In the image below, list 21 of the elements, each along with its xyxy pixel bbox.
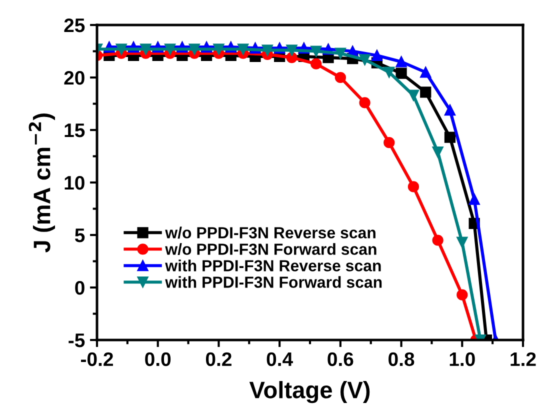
x-tick-label: -0.2: [81, 352, 113, 366]
y-tick-label: 20: [64, 70, 84, 85]
y-tick-label: 25: [64, 18, 85, 32]
x-tick-label: 1.2: [510, 352, 536, 366]
y-axis-title: J (mA cm$^{−2}$): [28, 114, 55, 252]
x-tick-label: 1.0: [450, 352, 475, 366]
y-tick-label: 15: [64, 124, 85, 138]
x-tick-label: 0.0: [145, 352, 171, 366]
legend-label: w/o PPDI-F3N Reverse scan: [165, 226, 376, 239]
x-tick-label: 0.2: [206, 352, 232, 366]
x-axis-title: Voltage (V): [249, 381, 370, 404]
y-tick-label: -5: [68, 334, 85, 348]
x-tick-label: 0.6: [328, 352, 354, 366]
legend-label: w/o PPDI-F3N Forward scan: [165, 243, 376, 256]
x-tick-label: 0.4: [266, 352, 293, 366]
y-tick-label: 10: [64, 176, 84, 190]
y-tick-label: 5: [74, 228, 85, 242]
legend-label: with PPDI-F3N Forward scan: [165, 276, 382, 288]
y-tick-label: 0: [75, 280, 84, 295]
x-tick-label: 0.8: [388, 352, 414, 366]
legend-label: with PPDI-F3N Reverse scan: [165, 260, 381, 272]
